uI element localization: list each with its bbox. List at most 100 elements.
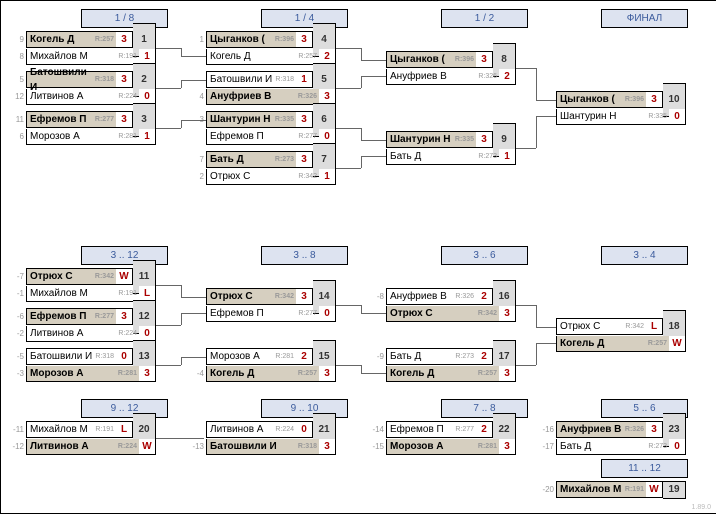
player-name: Михайлов МR:191 xyxy=(556,481,646,498)
rating: R:326 xyxy=(298,89,319,104)
player-name: Отрюх СR:342 xyxy=(206,169,319,185)
bracket-line xyxy=(156,365,181,366)
rating: R:273 xyxy=(648,439,669,454)
score: 3 xyxy=(499,366,516,382)
bracket-line xyxy=(361,156,362,168)
player-name: Литвинов АR:224 xyxy=(26,89,139,105)
match-16: -8Ануфриев ВR:326216Отрюх СR:3423 xyxy=(371,288,516,322)
bracket-line xyxy=(181,120,182,128)
player-name: Морозов АR:281 xyxy=(26,129,139,145)
score: 3 xyxy=(116,308,133,325)
score: 1 xyxy=(319,169,336,185)
bracket-line xyxy=(156,325,181,326)
stage-label: 11 .. 12 xyxy=(601,459,688,478)
stage-label: 1 / 2 xyxy=(441,9,528,28)
seed: 11 xyxy=(11,115,26,124)
score: 2 xyxy=(296,348,313,365)
score: 3 xyxy=(296,31,313,48)
bracket-line xyxy=(336,305,361,306)
seed: -20 xyxy=(541,485,556,494)
player-name: Ефремов ПR:277 xyxy=(386,421,476,438)
player-name: Цыганков (R:396 xyxy=(206,31,296,48)
match-9: Шантурин НR:33539Бать ДR:2731 xyxy=(371,131,516,165)
rating: R:257 xyxy=(478,366,499,381)
score: 1 xyxy=(296,71,313,88)
score: W xyxy=(669,336,686,352)
rating: R:326 xyxy=(625,422,646,437)
rating: R:277 xyxy=(455,422,476,437)
rating: R:281 xyxy=(118,366,139,381)
seed: -16 xyxy=(541,425,556,434)
seed: -9 xyxy=(371,352,386,361)
seed: -5 xyxy=(11,352,26,361)
stage-label: 3 .. 8 xyxy=(261,246,348,265)
player-name: Батошвили ИR:318 xyxy=(26,348,116,365)
bracket-line xyxy=(336,168,361,169)
score: 3 xyxy=(499,439,516,455)
player-name: Когель ДR:257 xyxy=(386,366,499,382)
score: 2 xyxy=(499,69,516,85)
player-name: Литвинов АR:224 xyxy=(206,421,296,438)
rating: R:342 xyxy=(625,319,646,334)
score: 3 xyxy=(476,51,493,68)
seed: 6 xyxy=(11,132,26,141)
match-number: 19 xyxy=(663,481,686,499)
score: 3 xyxy=(646,421,663,438)
rating: R:257 xyxy=(648,336,669,351)
bracket-line xyxy=(156,438,204,439)
bracket-line xyxy=(516,148,536,149)
score: 3 xyxy=(296,111,313,128)
rating: R:281 xyxy=(118,129,139,144)
rating: R:318 xyxy=(95,349,116,364)
rating: R:396 xyxy=(625,92,646,107)
seed: -12 xyxy=(11,442,26,451)
seed: 2 xyxy=(191,172,206,181)
match-13: -5Батошвили ИR:318013-3Морозов АR:2813 xyxy=(11,348,156,382)
match-19: -20Михайлов МR:191W19 xyxy=(541,481,686,498)
seed: 4 xyxy=(191,92,206,101)
stage-label: 3 .. 4 xyxy=(601,246,688,265)
bracket-line xyxy=(516,68,536,69)
rating: R:342 xyxy=(298,169,319,184)
rating: R:273 xyxy=(275,152,296,167)
match-21: Литвинов АR:224021-13Батошвили ИR:3183 xyxy=(191,421,336,455)
player-name: Бать ДR:273 xyxy=(556,439,669,455)
player-name: Цыганков (R:396 xyxy=(386,51,476,68)
rating: R:224 xyxy=(275,422,296,437)
bracket-line xyxy=(361,140,386,141)
rating: R:318 xyxy=(95,72,116,87)
bracket-line xyxy=(536,116,537,148)
player-name: Батошвили ИR:318 xyxy=(26,71,116,88)
score: 3 xyxy=(476,131,493,148)
rating: R:224 xyxy=(118,89,139,104)
seed: -2 xyxy=(11,329,26,338)
seed: -6 xyxy=(11,312,26,321)
player-name: Отрюх СR:342 xyxy=(386,306,499,322)
bracket-line xyxy=(361,76,362,88)
bracket-line xyxy=(336,88,361,89)
rating: R:342 xyxy=(275,289,296,304)
player-name: Ануфриев ВR:326 xyxy=(386,69,499,85)
stage-label: 3 .. 6 xyxy=(441,246,528,265)
rating: R:191 xyxy=(118,286,139,301)
bracket-line xyxy=(156,88,181,89)
seed: 8 xyxy=(11,52,26,61)
player-name: Когель ДR:257 xyxy=(206,49,319,65)
player-name: Батошвили ИR:318 xyxy=(206,439,319,455)
bracket-line xyxy=(181,80,182,88)
rating: R:326 xyxy=(455,289,476,304)
score: 3 xyxy=(499,306,516,322)
score: 3 xyxy=(319,439,336,455)
rating: R:257 xyxy=(298,366,319,381)
bracket-line xyxy=(181,285,182,297)
match-1: 9Когель ДR:257318Михайлов МR:1911 xyxy=(11,31,156,65)
seed: -4 xyxy=(191,369,206,378)
score: 3 xyxy=(296,151,313,168)
player-name: Бать ДR:273 xyxy=(206,151,296,168)
score: W xyxy=(646,481,663,498)
match-6: 3Шантурин НR:33536Ефремов ПR:2770 xyxy=(191,111,336,145)
seed: 7 xyxy=(191,155,206,164)
version-label: 1.89.0 xyxy=(692,504,711,511)
rating: R:342 xyxy=(95,269,116,284)
player-name: Михайлов МR:191 xyxy=(26,286,139,302)
